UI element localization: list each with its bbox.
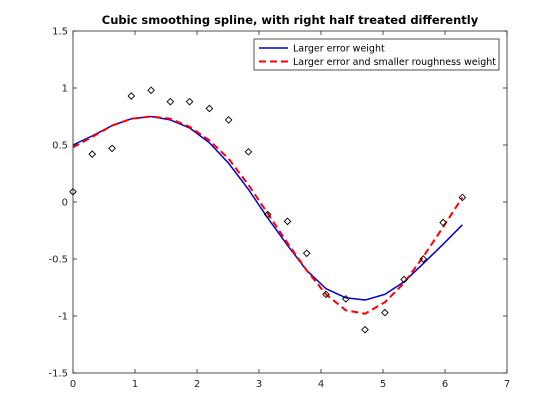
legend-label-1: Larger error weight [293,44,385,55]
y-tick-label: -0.5 [48,255,68,266]
y-tick-label: 0 [62,198,68,209]
data-point [147,86,155,95]
data-point [419,255,428,263]
data-point [205,104,214,113]
y-tick-label: 1 [62,84,68,95]
y-tick-label: 1.5 [52,27,68,38]
series-line-2 [72,115,464,315]
y-tick-label: -1.5 [48,369,68,380]
data-point [302,249,311,258]
x-tick-label: 2 [194,379,200,390]
data-point [224,116,233,124]
data-point [283,217,292,226]
data-point [458,193,467,202]
data-point [439,218,447,227]
x-tick-label: 0 [70,379,76,390]
data-point [88,150,97,158]
y-tick-label: -1 [58,312,68,323]
x-tick-label: 7 [504,379,510,390]
data-point [244,148,253,156]
x-tick-label: 4 [318,379,324,390]
data-point [381,308,389,317]
data-point [166,97,175,106]
data-point [127,92,136,100]
data-point [108,144,116,153]
y-tick-label: 0.5 [52,141,68,152]
x-tick-label: 1 [132,379,138,390]
data-point [341,295,350,303]
legend-box [253,38,500,71]
x-tick-label: 3 [256,379,262,390]
data-point [400,275,408,284]
data-point [185,97,194,106]
x-tick-label: 5 [380,379,386,390]
chart-title: Cubic smoothing spline, with right half … [102,13,479,27]
data-point [322,290,330,299]
x-tick-label: 6 [442,379,448,390]
axes-layer: 0 1 2 3 4 5 6 7 -1.5 -1 -0.5 0 0.5 1 1.5 [48,27,510,391]
legend-label-2: Larger error and smaller roughness weigh… [293,57,496,68]
data-point [263,210,272,219]
data-point [361,325,369,334]
plot-area [73,31,507,373]
legend: Larger error weight Larger error and smal… [253,38,500,71]
